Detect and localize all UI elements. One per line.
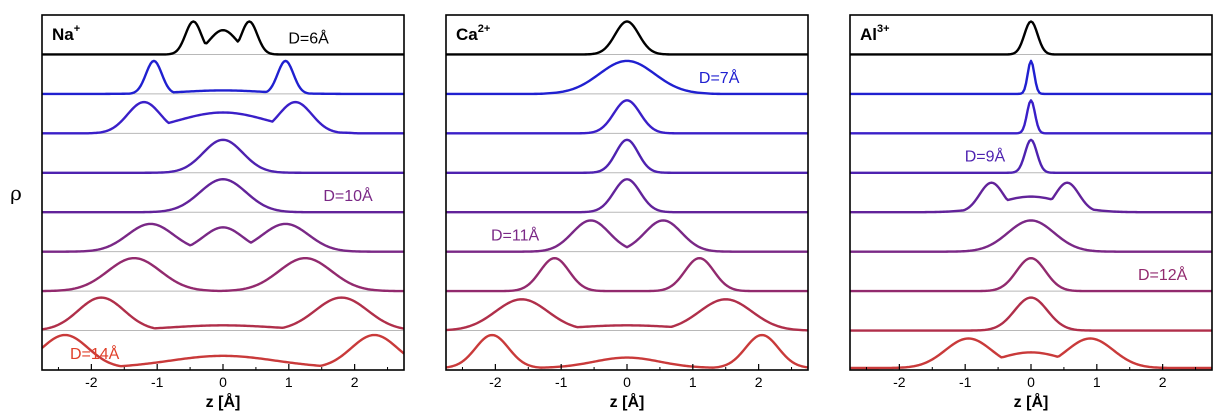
density-curve [850, 219, 1212, 253]
panel-frame [849, 14, 1213, 371]
density-curve [446, 138, 808, 174]
density-curve [850, 99, 1212, 135]
separation-annotation: D=7Å [699, 68, 740, 87]
x-tick-label: 2 [351, 374, 359, 390]
separation-annotation: D=11Å [491, 226, 540, 245]
density-curve [41, 296, 405, 331]
density-curve [446, 99, 808, 135]
density-curve [446, 20, 808, 56]
separation-annotation: D=14Å [70, 344, 120, 363]
x-axis-label: z [Å] [206, 392, 241, 411]
ion-charge: 2+ [478, 23, 491, 35]
density-curve [42, 100, 404, 135]
x-axis-label: z [Å] [610, 392, 645, 411]
x-tick-label: -2 [85, 374, 98, 390]
density-curve [42, 138, 404, 174]
density-curve [42, 59, 404, 96]
density-curve [42, 20, 404, 56]
ion-label: Ca2+ [456, 23, 490, 44]
ion-symbol: Na [52, 25, 74, 44]
ion-label: Al3+ [860, 23, 890, 44]
x-tick-label: -1 [151, 374, 164, 390]
density-curve [446, 178, 808, 214]
x-tick-label: 1 [1093, 374, 1101, 390]
density-curve [850, 256, 1212, 293]
ion-charge: + [74, 23, 80, 35]
density-curve [41, 256, 405, 293]
panel-al: -2 -1 0 1 2 z [Å] Al3+ D=9Å D=12Å [849, 14, 1213, 411]
x-tick-label: 2 [755, 374, 763, 390]
panel-na: -2 -1 0 1 2 z [Å] Na+ D=6Å D=10Å D=14Å [41, 14, 405, 411]
ion-symbol: Al [860, 25, 877, 44]
density-curve [446, 256, 808, 293]
x-tick-label: 0 [1027, 374, 1035, 390]
density-curve [850, 59, 1212, 96]
density-curve [446, 59, 808, 96]
y-axis-label: ρ [10, 181, 22, 205]
ion-label: Na+ [52, 23, 80, 44]
density-curve [850, 138, 1212, 174]
density-curve [41, 333, 405, 368]
density-curve [445, 333, 809, 369]
density-curve [850, 337, 1212, 370]
density-curve [850, 20, 1212, 56]
x-tick-label: 1 [285, 374, 293, 390]
ion-charge: 3+ [877, 23, 890, 35]
separation-annotation: D=12Å [1138, 265, 1188, 284]
density-curve [42, 178, 404, 214]
x-tick-label: 0 [219, 374, 227, 390]
density-curve [445, 298, 809, 332]
x-tick-label: -1 [959, 374, 972, 390]
x-axis-label: z [Å] [1014, 392, 1049, 411]
x-tick-label: 0 [623, 374, 631, 390]
x-tick-label: 1 [689, 374, 697, 390]
panels: -2 -1 0 1 2 z [Å] Na+ D=6Å D=10Å D=14Å -2 -1 0 1 2 z [Å… [41, 14, 1213, 411]
ion-symbol: Ca [456, 25, 478, 44]
density-curve [42, 222, 404, 253]
separation-annotation: D=10Å [323, 186, 373, 205]
separation-annotation: D=6Å [288, 28, 329, 47]
panel-ca: -2 -1 0 1 2 z [Å] Ca2+ D=7Å D=11Å [445, 14, 809, 411]
panel-frame [445, 14, 809, 371]
x-tick-label: -2 [489, 374, 502, 390]
x-tick-label: 2 [1159, 374, 1167, 390]
separation-annotation: D=9Å [965, 147, 1006, 166]
x-tick-label: -2 [893, 374, 906, 390]
x-tick-label: -1 [555, 374, 568, 390]
density-curve [850, 181, 1212, 214]
density-curve [850, 296, 1212, 332]
density-curve [446, 219, 808, 253]
